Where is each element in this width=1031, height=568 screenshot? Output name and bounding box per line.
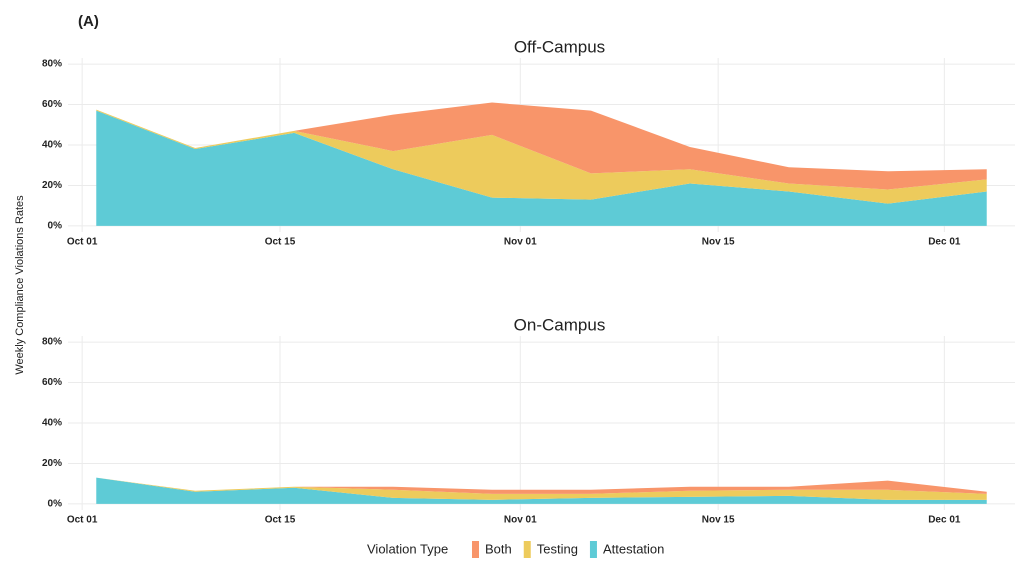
x-tick-label: Nov 01 — [504, 515, 537, 526]
y-tick-label: 60% — [42, 99, 62, 110]
area — [96, 477, 987, 494]
y-axis-label: Weekly Compliance Violations Rates — [14, 195, 26, 375]
legend-swatch — [472, 541, 479, 558]
legend-label: Testing — [537, 541, 578, 556]
y-tick-label: 80% — [42, 337, 62, 348]
y-tick-label: 40% — [42, 140, 62, 151]
x-tick-label: Dec 01 — [928, 237, 961, 248]
x-tick-label: Oct 01 — [67, 515, 98, 526]
panel-label: (A) — [78, 13, 99, 30]
chart-title: On-Campus — [514, 315, 606, 334]
legend-label: Attestation — [603, 541, 664, 556]
chart-title: Off-Campus — [514, 37, 605, 56]
legend-title: Violation Type — [367, 541, 448, 556]
legend-swatch — [523, 541, 531, 558]
y-tick-label: 20% — [42, 180, 62, 191]
x-tick-label: Nov 01 — [504, 237, 537, 248]
y-tick-label: 60% — [42, 377, 62, 388]
x-tick-label: Oct 15 — [265, 515, 296, 526]
legend-label: Both — [485, 541, 512, 556]
y-tick-label: 0% — [48, 221, 63, 232]
x-tick-label: Dec 01 — [928, 515, 961, 526]
y-tick-label: 0% — [48, 499, 63, 510]
area — [96, 109, 987, 204]
y-tick-label: 20% — [42, 458, 62, 469]
legend-swatch — [589, 541, 597, 558]
x-tick-label: Oct 15 — [265, 237, 296, 248]
area — [96, 477, 987, 504]
y-tick-label: 80% — [42, 59, 62, 70]
y-tick-label: 40% — [42, 418, 62, 429]
x-tick-label: Oct 01 — [67, 237, 98, 248]
area — [96, 102, 987, 190]
area — [96, 477, 987, 500]
x-tick-label: Nov 15 — [702, 515, 735, 526]
x-tick-label: Nov 15 — [702, 237, 735, 248]
area — [96, 110, 987, 226]
